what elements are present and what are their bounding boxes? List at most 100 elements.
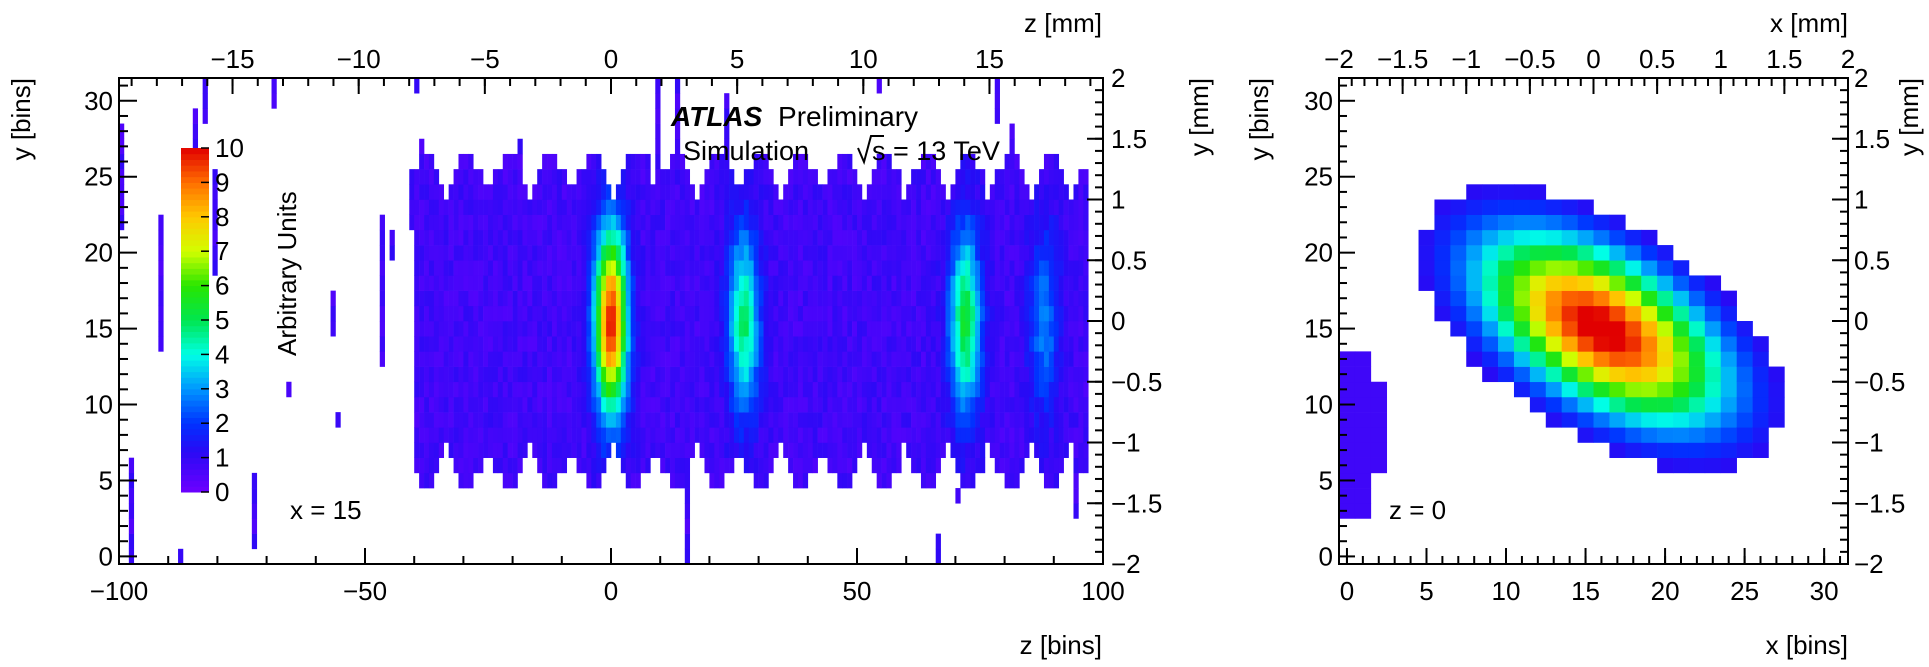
heatmap-cell	[1058, 214, 1064, 231]
heatmap-cell	[448, 214, 454, 231]
heatmap-cell	[807, 336, 814, 352]
heatmap-cell	[635, 275, 641, 291]
heatmap-cell	[743, 305, 750, 322]
heatmap-cell	[1625, 427, 1642, 443]
heatmap-cell	[492, 169, 499, 185]
heatmap-cell	[886, 229, 892, 246]
heatmap-cell	[473, 305, 479, 322]
heatmap-cell	[1482, 336, 1499, 352]
heatmap-cell	[940, 381, 946, 398]
heatmap-cell	[709, 184, 715, 200]
heatmap-cell	[778, 427, 784, 443]
heatmap-cell	[438, 412, 445, 428]
heatmap-cell	[611, 321, 617, 337]
heatmap-cell	[896, 229, 902, 246]
heatmap-cell	[679, 245, 686, 261]
heatmap-cell	[802, 336, 809, 352]
heatmap-cell	[1720, 412, 1737, 428]
heatmap-cell	[822, 184, 828, 200]
heatmap-cell	[935, 184, 941, 200]
heatmap-cell	[753, 169, 759, 185]
heatmap-cell	[778, 366, 784, 383]
heatmap-cell	[738, 275, 745, 291]
heatmap-cell	[591, 336, 597, 352]
heatmap-cell	[832, 412, 838, 428]
heatmap-cell	[783, 336, 789, 352]
heatmap-cell	[852, 169, 858, 185]
heatmap-cell	[975, 457, 981, 474]
heatmap-cell	[640, 457, 646, 474]
heatmap-cell	[714, 366, 720, 383]
heatmap-cell	[1004, 184, 1010, 200]
heatmap-cell	[512, 472, 518, 489]
heatmap-cell	[1048, 472, 1055, 489]
heatmap-cell	[212, 169, 218, 185]
heatmap-cell	[576, 457, 582, 474]
heatmap-cell	[670, 427, 676, 443]
y-tick-label: 20	[84, 238, 113, 268]
heatmap-cell	[857, 305, 863, 322]
heatmap-cell	[768, 351, 774, 367]
heatmap-cell	[999, 305, 1005, 322]
heatmap-cell	[645, 153, 651, 170]
heatmap-cell	[916, 169, 922, 185]
heatmap-cell	[783, 184, 789, 200]
heatmap-cell	[886, 396, 892, 413]
heatmap-cell	[522, 214, 528, 231]
heatmap-cell	[1043, 381, 1050, 398]
heatmap-cell	[1009, 245, 1015, 261]
heatmap-cell	[611, 229, 617, 246]
heatmap-cell	[881, 229, 887, 246]
heatmap-cell	[596, 427, 602, 443]
heatmap-cell	[128, 503, 135, 519]
heatmap-cell	[906, 199, 912, 215]
heatmap-cell	[1034, 305, 1040, 322]
heatmap-cell	[537, 229, 543, 246]
heatmap-cell	[724, 123, 730, 140]
heatmap-cell	[576, 366, 582, 383]
heatmap-cell	[601, 412, 607, 428]
heatmap-cell	[758, 427, 764, 443]
heatmap-cell	[665, 442, 671, 458]
heatmap-cell	[527, 412, 533, 428]
heatmap-cell	[812, 336, 818, 352]
heatmap-cell	[984, 214, 991, 231]
heatmap-cell	[911, 245, 917, 261]
heatmap-cell	[817, 184, 823, 200]
heatmap-cell	[1720, 457, 1737, 474]
heatmap-cell	[591, 427, 597, 443]
heatmap-cell	[379, 290, 385, 307]
heatmap-cell	[1053, 457, 1060, 474]
heatmap-cell	[1339, 427, 1356, 443]
heatmap-cell	[930, 442, 937, 458]
heatmap-cell	[1354, 381, 1372, 398]
heatmap-cell	[424, 275, 430, 291]
heatmap-cell	[1053, 366, 1060, 383]
heatmap-cell	[1593, 245, 1610, 261]
heatmap-cell	[424, 199, 430, 215]
heatmap-cell	[448, 290, 454, 307]
heatmap-cell	[768, 305, 774, 322]
heatmap-cell	[906, 412, 912, 428]
heatmap-cell	[1063, 396, 1069, 413]
heatmap-cell	[1577, 336, 1594, 352]
heatmap-cell	[1704, 366, 1722, 383]
heatmap-cell	[1063, 275, 1069, 291]
heatmap-cell	[522, 412, 528, 428]
heatmap-cell	[551, 336, 558, 352]
heatmap-cell	[448, 199, 454, 215]
heatmap-cell	[507, 229, 513, 246]
heatmap-cell	[906, 336, 912, 352]
heatmap-cell	[714, 442, 720, 458]
heatmap-cell	[468, 396, 474, 413]
heatmap-cell	[891, 199, 897, 215]
heatmap-cell	[945, 260, 951, 276]
heatmap-cell	[448, 351, 454, 367]
heatmap-cell	[551, 381, 558, 398]
heatmap-cell	[566, 412, 572, 428]
heatmap-cell	[689, 442, 695, 458]
heatmap-cell	[1068, 229, 1074, 246]
heatmap-cell	[497, 260, 504, 276]
heatmap-cell	[1577, 290, 1594, 307]
heatmap-cell	[542, 229, 548, 246]
